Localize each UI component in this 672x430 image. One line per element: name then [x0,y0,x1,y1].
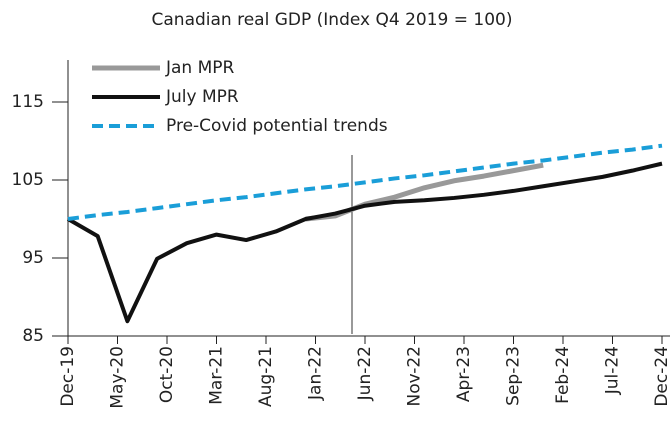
legend-label: July MPR [165,87,239,107]
legend-label: Jan MPR [165,58,235,78]
x-tick-label: Apr-23 [454,346,474,402]
x-tick-label: Mar-21 [207,346,227,405]
x-tick-label: Feb-24 [553,346,573,404]
y-tick-label: 105 [12,170,44,190]
chart-title: Canadian real GDP (Index Q4 2019 = 100) [152,10,513,30]
x-tick-label: Oct-20 [157,346,177,403]
x-tick-label: Dec-24 [652,346,672,407]
legend-label: Pre-Covid potential trends [166,116,388,136]
x-tick-label: Sep-23 [504,346,524,406]
series-line [66,161,663,324]
x-tick-label: Aug-21 [256,346,276,407]
x-tick-label: Jul-24 [603,346,623,395]
x-tick-label: Dec-19 [58,346,78,407]
series-line [67,143,663,221]
y-tick-label: 95 [22,248,44,268]
x-tick-label: Jan-22 [306,346,326,401]
x-tick-label: Jun-22 [355,346,375,401]
x-tick-label: Nov-22 [405,346,425,407]
x-tick-label: May-20 [108,346,128,409]
y-tick-label: 115 [12,92,44,112]
y-tick-label: 85 [22,326,44,346]
